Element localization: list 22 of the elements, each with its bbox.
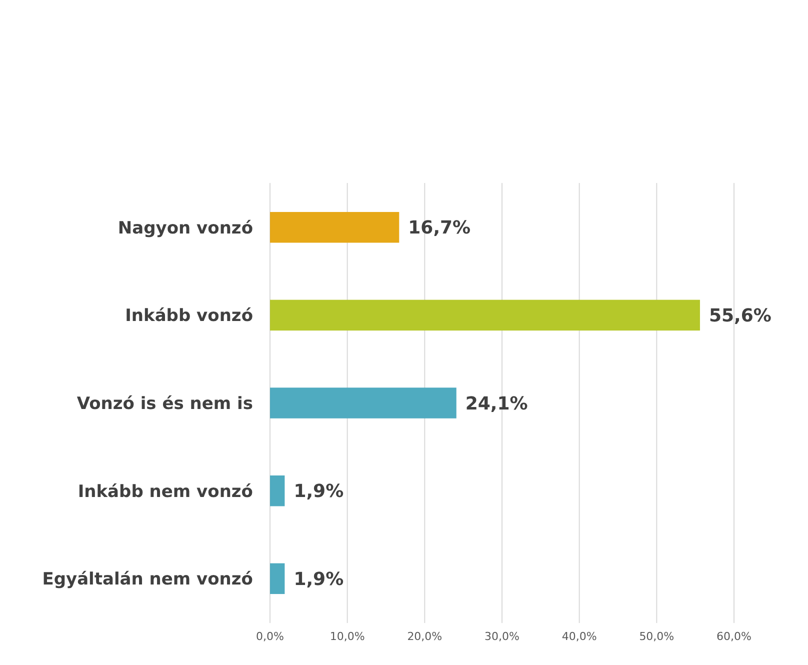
y-tick-label: Nagyon vonzó xyxy=(118,218,253,238)
data-label: 16,7% xyxy=(408,218,471,239)
x-tick-label: 10,0% xyxy=(330,630,365,643)
x-tick-label: 0,0% xyxy=(256,630,284,643)
y-tick-label: Inkább nem vonzó xyxy=(78,482,253,502)
bar xyxy=(270,563,285,594)
data-label: 55,6% xyxy=(708,305,772,326)
y-tick-label: Inkább vonzó xyxy=(125,306,253,326)
x-tick-label: 20,0% xyxy=(407,630,442,643)
bar xyxy=(270,388,456,418)
data-label: 1,9% xyxy=(294,481,344,502)
bar xyxy=(270,300,700,331)
x-tick-label: 40,0% xyxy=(562,630,597,643)
bar xyxy=(270,212,400,243)
data-label: 1,9% xyxy=(294,568,344,590)
y-tick-label: Egyáltalán nem vonzó xyxy=(42,570,253,590)
x-tick-label: 60,0% xyxy=(716,630,752,643)
y-tick-label: Vonzó is és nem is xyxy=(76,394,253,414)
bar xyxy=(270,475,285,506)
data-label: 24,1% xyxy=(465,393,528,414)
x-tick-label: 50,0% xyxy=(639,630,674,643)
x-tick-label: 30,0% xyxy=(484,630,520,643)
